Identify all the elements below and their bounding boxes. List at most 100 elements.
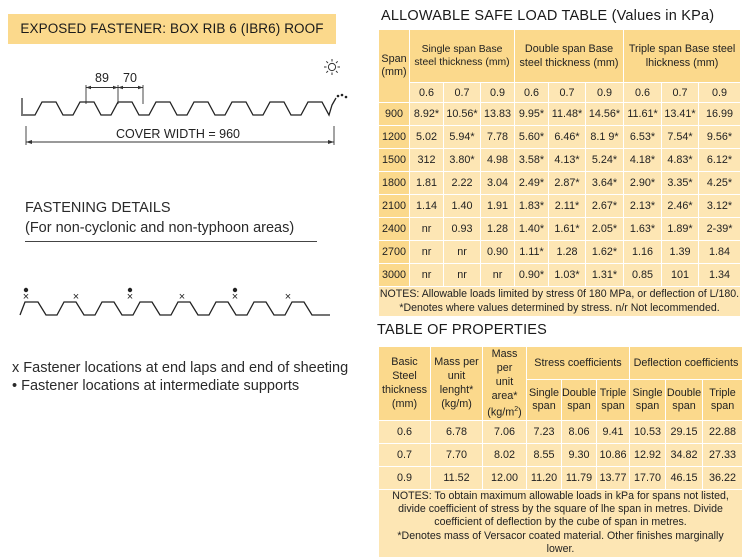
- load-value-cell: 1.03*: [549, 264, 587, 287]
- load-value-cell: 2.13*: [624, 195, 663, 218]
- fastener-profile: [19, 301, 330, 316]
- load-table-title: ALLOWABLE SAFE LOAD TABLE (Values in KPa…: [381, 8, 715, 24]
- load-value-cell: 4.18*: [624, 149, 663, 172]
- load-value-cell: 1.61*: [549, 218, 587, 241]
- load-value-cell: 1.14: [410, 195, 444, 218]
- property-value-cell: 27.33: [703, 443, 744, 467]
- load-value-cell: 16.99: [699, 103, 742, 126]
- dimension-70: 70: [123, 71, 137, 85]
- load-value-cell: 2.87*: [549, 172, 587, 195]
- triple-span-header: Triple span Base steel lhickness (mm): [624, 30, 742, 83]
- load-value-cell: 3.04: [481, 172, 516, 195]
- load-value-cell: 3.35*: [662, 172, 700, 195]
- mass-area-header: Mass per unit area* (kg/m2): [483, 347, 527, 421]
- load-value-cell: 1.28: [549, 241, 587, 264]
- legend-intermediate-text: Fastener locations at intermediate suppo…: [21, 378, 300, 394]
- single-span-header: Single span Base steel thickness (mm): [410, 30, 516, 83]
- load-value-cell: 4.25*: [699, 172, 742, 195]
- load-value-cell: 6.12*: [699, 149, 742, 172]
- thickness-header: 0.7: [549, 83, 587, 103]
- load-note: NOTES: Allowable loads limited by stress…: [379, 288, 740, 301]
- legend-end-laps-text: Fastener locations at end laps and end o…: [23, 360, 349, 376]
- thickness-header: Basic Steel thickness (mm): [379, 347, 431, 421]
- property-value-cell: 7.23: [527, 420, 562, 444]
- span-cell: 2400: [379, 218, 410, 241]
- mass-length-header: Mass per unit lenght* (kg/m): [431, 347, 483, 421]
- span-cell: 3000: [379, 264, 410, 287]
- load-value-cell: 6.46*: [549, 126, 587, 149]
- span-cell: 1500: [379, 149, 410, 172]
- table-row: 0.9 11.52 12.00 11.20 11.79 13.77 17.70 46.15 36…: [379, 466, 744, 490]
- intermediate-fastener-icon: [127, 287, 133, 293]
- dimension-arrowheads: [26, 85, 334, 144]
- load-value-cell: 2-39*: [699, 218, 742, 241]
- profile-diagram: 89 70 COVER WIDTH = 960: [21, 59, 348, 145]
- load-value-cell: 1.91: [481, 195, 516, 218]
- fastener-layout-diagram: × × × × × ×: [19, 287, 330, 316]
- property-value-cell: 46.15: [666, 466, 704, 490]
- load-value-cell: 5.94*: [444, 126, 481, 149]
- fastening-subtitle: (For non-cyclonic and non-typhoon areas): [25, 220, 295, 236]
- thickness-header: 0.6: [624, 83, 663, 103]
- property-value-cell: 7.70: [431, 443, 483, 467]
- table-row: 2100 1.14 1.40 1.91 1.83* 2.11* 2.67* 2.13* 2.46…: [379, 195, 742, 218]
- load-value-cell: 0.93: [444, 218, 481, 241]
- properties-title: TABLE OF PROPERTIES: [377, 322, 548, 338]
- properties-notes: NOTES: To obtain maximum allowable loads…: [379, 489, 744, 558]
- load-value-cell: 0.85: [624, 264, 663, 287]
- table-row: 0.6 6.78 7.06 7.23 8.06 9.41 10.53 29.15 22.88: [379, 420, 744, 444]
- legend-intermediate: • Fastener locations at intermediate sup…: [12, 378, 299, 394]
- section-banner: EXPOSED FASTENER: BOX RIB 6 (IBR6) ROOF: [8, 14, 336, 44]
- load-value-cell: 1.11*: [515, 241, 550, 264]
- table-row: 3000 nr nr nr 0.90* 1.03* 1.31* 0.85 101 1.34: [379, 264, 742, 287]
- deflection-header: Deflection coefficients: [630, 347, 744, 380]
- property-value-cell: 9.30: [562, 443, 597, 467]
- load-value-cell: 11.61*: [624, 103, 663, 126]
- load-value-cell: 2.05*: [586, 218, 625, 241]
- load-value-cell: 1.39: [662, 241, 700, 264]
- table-row: 1200 5.02 5.94* 7.78 5.60* 6.46* 8.1 9* 6.53* 7.…: [379, 126, 742, 149]
- end-fastener-icon: ×: [23, 291, 29, 303]
- load-value-cell: 1.89*: [662, 218, 700, 241]
- property-value-cell: 7.06: [483, 420, 527, 444]
- load-value-cell: 2.11*: [549, 195, 587, 218]
- load-value-cell: 8.1 9*: [586, 126, 625, 149]
- span-header: Span (mm): [379, 30, 410, 103]
- property-value-cell: 10.86: [597, 443, 631, 467]
- property-value-cell: 12.00: [483, 466, 527, 490]
- load-value-cell: 1.62*: [586, 241, 625, 264]
- divider: [25, 241, 317, 242]
- load-value-cell: nr: [410, 264, 444, 287]
- table-row: 1800 1.81 2.22 3.04 2.49* 2.87* 3.64* 2.90* 3.35…: [379, 172, 742, 195]
- load-value-cell: 2.22: [444, 172, 481, 195]
- span-cell: 1200: [379, 126, 410, 149]
- thickness-header: 0.9: [481, 83, 516, 103]
- property-value-cell: 12.92: [630, 443, 667, 467]
- load-value-cell: nr: [410, 241, 444, 264]
- load-value-cell: nr: [444, 241, 481, 264]
- intermediate-fastener-icon: [232, 287, 238, 293]
- end-fastener-icon: ×: [179, 291, 185, 303]
- property-value-cell: 34.82: [666, 443, 704, 467]
- load-table: Span (mm) Single span Base steel thickne…: [379, 30, 742, 317]
- property-value-cell: 11.52: [431, 466, 483, 490]
- property-value-cell: 36.22: [703, 466, 744, 490]
- end-fastener-icon: ×: [127, 291, 133, 303]
- x-marker-icon: x: [12, 360, 20, 376]
- property-value-cell: 10.53: [630, 420, 667, 444]
- end-fastener-icon: ×: [73, 291, 79, 303]
- load-value-cell: 1.83*: [515, 195, 550, 218]
- cover-width-label: COVER WIDTH = 960: [116, 127, 240, 141]
- property-value-cell: 22.88: [703, 420, 744, 444]
- load-value-cell: 1.81: [410, 172, 444, 195]
- load-value-cell: 7.78: [481, 126, 516, 149]
- span-sub-header: Single span: [630, 379, 667, 421]
- load-value-cell: 13.83: [481, 103, 516, 126]
- properties-note: NOTES: To obtain maximum allowable loads…: [392, 489, 729, 529]
- thickness-cell: 0.9: [379, 466, 431, 490]
- load-value-cell: 6.53*: [624, 126, 663, 149]
- thickness-header: 0.9: [699, 83, 742, 103]
- load-value-cell: 9.56*: [699, 126, 742, 149]
- load-value-cell: 5.24*: [586, 149, 625, 172]
- table-row: 900 8.92* 10.56* 13.83 9.95* 11.48* 14.56* 11.6…: [379, 103, 742, 126]
